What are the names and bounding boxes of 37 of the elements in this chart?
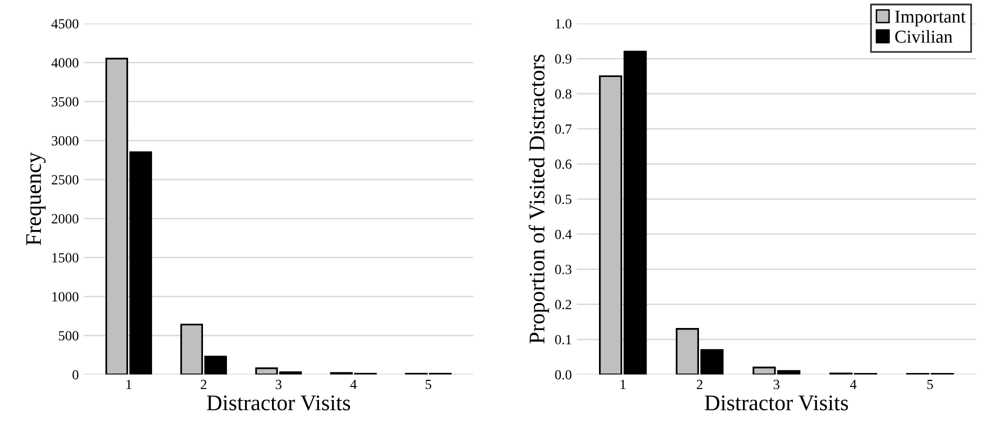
y-tick-label: 0.7 (555, 124, 572, 134)
x-tick-label: 2 (696, 380, 702, 389)
x-tick-label: 4 (350, 380, 357, 389)
x-tick-label: 2 (200, 380, 206, 389)
x-axis-title: Distractor Visits (206, 395, 350, 410)
y-tick-label: 0.1 (555, 334, 572, 344)
y-tick-label: 0.8 (555, 89, 572, 99)
y-tick-label: 3500 (52, 97, 78, 106)
y-tick-label: 0.2 (555, 300, 572, 310)
legend-label: Civilian (895, 30, 952, 43)
y-tick-label: 0.4 (555, 230, 572, 240)
y-tick-label: 0 (72, 370, 78, 380)
y-axis-title: Proportion of Visited Distractors (528, 54, 550, 344)
y-tick-label: 1.0 (556, 19, 572, 29)
y-tick-label: 4500 (51, 19, 78, 28)
x-tick-label: 1 (126, 380, 132, 389)
y-tick-label: 0.6 (555, 160, 572, 169)
x-tick-label: 1 (620, 380, 626, 389)
y-tick-label: 500 (58, 331, 78, 340)
y-tick-label: 1000 (52, 292, 78, 302)
y-tick-label: 2000 (52, 214, 78, 224)
y-tick-label: 0.3 (555, 264, 572, 274)
x-tick-label: 4 (850, 380, 857, 389)
x-axis-title: Distractor Visits (704, 395, 848, 410)
y-tick-label: 0.5 (555, 194, 572, 204)
x-tick-label: 5 (426, 380, 432, 390)
y-tick-label: 4000 (51, 58, 78, 68)
y-tick-label: 0.9 (555, 54, 572, 64)
y-tick-label: 1500 (52, 253, 78, 262)
y-tick-label: 2500 (52, 175, 78, 184)
y-tick-label: 0.0 (555, 370, 572, 380)
y-axis-title: Frequency (26, 152, 46, 246)
x-tick-label: 3 (774, 380, 780, 390)
x-tick-label: 3 (276, 380, 282, 390)
y-tick-label: 3000 (52, 136, 78, 146)
legend-label: Important (895, 10, 966, 26)
x-tick-label: 5 (927, 380, 933, 390)
